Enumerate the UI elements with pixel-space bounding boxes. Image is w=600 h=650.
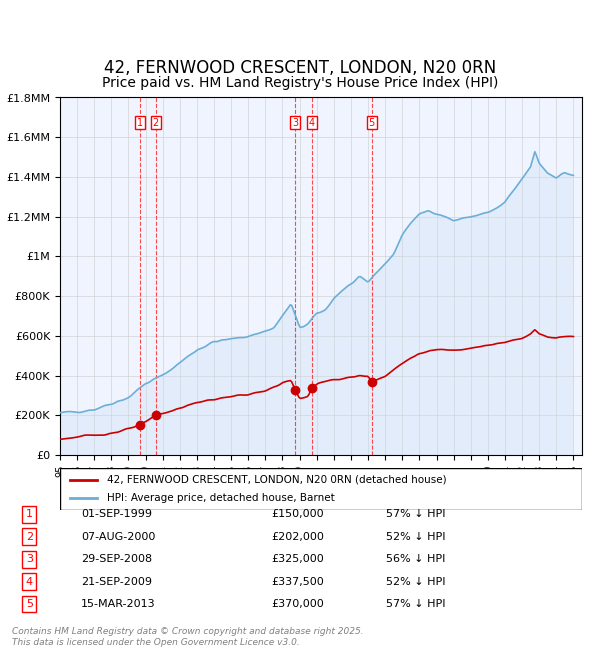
Text: 2: 2: [153, 118, 159, 127]
Text: Price paid vs. HM Land Registry's House Price Index (HPI): Price paid vs. HM Land Registry's House …: [102, 75, 498, 90]
Text: 52% ↓ HPI: 52% ↓ HPI: [386, 577, 446, 586]
Text: 57% ↓ HPI: 57% ↓ HPI: [386, 510, 446, 519]
Text: 1: 1: [137, 118, 143, 127]
Text: £337,500: £337,500: [271, 577, 324, 586]
Text: £150,000: £150,000: [271, 510, 324, 519]
Text: 4: 4: [309, 118, 315, 127]
Text: £370,000: £370,000: [271, 599, 324, 609]
Text: 42, FERNWOOD CRESCENT, LONDON, N20 0RN (detached house): 42, FERNWOOD CRESCENT, LONDON, N20 0RN (…: [107, 475, 446, 485]
Text: 52% ↓ HPI: 52% ↓ HPI: [386, 532, 446, 542]
FancyBboxPatch shape: [60, 468, 582, 510]
Text: 5: 5: [26, 599, 33, 609]
Text: 3: 3: [292, 118, 298, 127]
Text: 07-AUG-2000: 07-AUG-2000: [81, 532, 155, 542]
Text: 15-MAR-2013: 15-MAR-2013: [81, 599, 156, 609]
Text: £202,000: £202,000: [271, 532, 324, 542]
Text: 5: 5: [368, 118, 375, 127]
Text: 4: 4: [26, 577, 33, 586]
Text: 3: 3: [26, 554, 33, 564]
Text: 2: 2: [26, 532, 33, 542]
Text: HPI: Average price, detached house, Barnet: HPI: Average price, detached house, Barn…: [107, 493, 335, 503]
Text: 57% ↓ HPI: 57% ↓ HPI: [386, 599, 446, 609]
Text: 56% ↓ HPI: 56% ↓ HPI: [386, 554, 446, 564]
Text: 01-SEP-1999: 01-SEP-1999: [81, 510, 152, 519]
Text: Contains HM Land Registry data © Crown copyright and database right 2025.
This d: Contains HM Land Registry data © Crown c…: [12, 627, 364, 647]
Text: 21-SEP-2009: 21-SEP-2009: [81, 577, 152, 586]
Text: £325,000: £325,000: [271, 554, 324, 564]
Text: 42, FERNWOOD CRESCENT, LONDON, N20 0RN: 42, FERNWOOD CRESCENT, LONDON, N20 0RN: [104, 59, 496, 77]
Text: 29-SEP-2008: 29-SEP-2008: [81, 554, 152, 564]
Text: 1: 1: [26, 510, 33, 519]
